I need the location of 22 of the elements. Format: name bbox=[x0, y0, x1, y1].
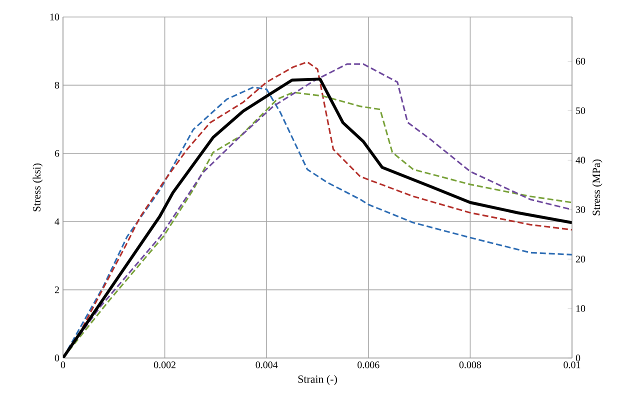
y2-tick-label: 60 bbox=[576, 58, 586, 65]
y-axis-title: Stress (ksi) bbox=[32, 163, 43, 212]
y2-tick-label: 10 bbox=[576, 305, 586, 312]
x-tick-label: 0 bbox=[60, 362, 66, 368]
x-tick-label: 0.006 bbox=[358, 362, 380, 368]
y-tick-label: 6 bbox=[54, 150, 60, 157]
y2-tick-label: 50 bbox=[576, 107, 586, 114]
x-tick-label: 0.002 bbox=[154, 362, 176, 368]
y2-tick-label: 40 bbox=[576, 156, 586, 164]
y-tick-label: 8 bbox=[54, 82, 60, 89]
x-axis-title: Strain (-) bbox=[298, 375, 337, 386]
x-tick-label: 0.008 bbox=[459, 362, 482, 368]
y2-tick-label: 0 bbox=[576, 354, 580, 362]
y2-axis-title: Stress (MPa) bbox=[592, 160, 602, 216]
y2-tick-label: 20 bbox=[576, 256, 586, 262]
y-tick-label: 10 bbox=[50, 14, 60, 20]
x-tick-label: 0.01 bbox=[564, 362, 580, 368]
y-tick-label: 0 bbox=[54, 354, 60, 362]
y2-tick-label: 30 bbox=[576, 206, 586, 213]
y-tick-label: 2 bbox=[54, 286, 59, 294]
x-tick-label: 0.004 bbox=[256, 362, 278, 368]
y-tick-label: 4 bbox=[54, 218, 60, 225]
